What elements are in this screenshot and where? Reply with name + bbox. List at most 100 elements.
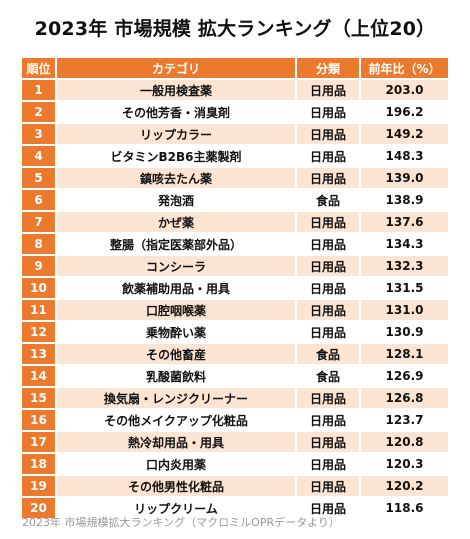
ratio-cell: 128.1 xyxy=(359,344,448,364)
type-cell: 日用品 xyxy=(295,168,359,188)
table-row: 16 その他メイクアップ化粧品 日用品 123.7 xyxy=(22,410,448,430)
type-cell: 日用品 xyxy=(295,300,359,320)
table-row: 5 鎮咳去たん薬 日用品 139.0 xyxy=(22,168,448,188)
table-row: 11 口腔咽喉薬 日用品 131.0 xyxy=(22,300,448,320)
column-header-type: 分類 xyxy=(295,58,359,78)
table-row: 9 コンシーラ 日用品 132.3 xyxy=(22,256,448,276)
ratio-cell: 148.3 xyxy=(359,146,448,166)
column-header-ratio: 前年比（%） xyxy=(359,58,448,78)
category-cell: 飲薬補助用品・用具 xyxy=(55,278,295,298)
rank-cell: 2 xyxy=(22,102,55,122)
type-cell: 日用品 xyxy=(295,212,359,232)
rank-cell: 12 xyxy=(22,322,55,342)
table-row: 1 一般用検査薬 日用品 203.0 xyxy=(22,80,448,100)
table-row: 10 飲薬補助用品・用具 日用品 131.5 xyxy=(22,278,448,298)
category-cell: 口内炎用薬 xyxy=(55,454,295,474)
table-row: 3 リップカラー 日用品 149.2 xyxy=(22,124,448,144)
column-header-category: カテゴリ xyxy=(55,58,295,78)
rank-cell: 19 xyxy=(22,476,55,496)
rank-cell: 3 xyxy=(22,124,55,144)
rank-cell: 6 xyxy=(22,190,55,210)
category-cell: その他芳香・消臭剤 xyxy=(55,102,295,122)
ratio-cell: 137.6 xyxy=(359,212,448,232)
ranking-table: 順位 カテゴリ 分類 前年比（%） 1 一般用検査薬 日用品 203.0 2 その他芳香・… xyxy=(22,56,448,520)
source-caption: 2023年 市場規模拡大ランキング（マクロミルOPRデータより） xyxy=(22,516,340,529)
category-cell: 熱冷却用品・用具 xyxy=(55,432,295,452)
ratio-cell: 120.2 xyxy=(359,476,448,496)
type-cell: 食品 xyxy=(295,344,359,364)
table-row: 4 ビタミンB2B6主薬製剤 日用品 148.3 xyxy=(22,146,448,166)
table-row: 13 その他畜産 食品 128.1 xyxy=(22,344,448,364)
table-row: 14 乳酸菌飲料 食品 126.9 xyxy=(22,366,448,386)
type-cell: 食品 xyxy=(295,366,359,386)
rank-cell: 5 xyxy=(22,168,55,188)
category-cell: 発泡酒 xyxy=(55,190,295,210)
rank-cell: 10 xyxy=(22,278,55,298)
ratio-cell: 196.2 xyxy=(359,102,448,122)
ratio-cell: 138.9 xyxy=(359,190,448,210)
table-row: 12 乗物酔い薬 日用品 130.9 xyxy=(22,322,448,342)
table-row: 15 換気扇・レンジクリーナー 日用品 126.8 xyxy=(22,388,448,408)
type-cell: 日用品 xyxy=(295,124,359,144)
ratio-cell: 126.8 xyxy=(359,388,448,408)
table-header-row: 順位 カテゴリ 分類 前年比（%） xyxy=(22,58,448,78)
category-cell: ビタミンB2B6主薬製剤 xyxy=(55,146,295,166)
ratio-cell: 139.0 xyxy=(359,168,448,188)
category-cell: その他メイクアップ化粧品 xyxy=(55,410,295,430)
ratio-cell: 123.7 xyxy=(359,410,448,430)
table-row: 8 整腸（指定医薬部外品） 日用品 134.3 xyxy=(22,234,448,254)
category-cell: 換気扇・レンジクリーナー xyxy=(55,388,295,408)
type-cell: 日用品 xyxy=(295,146,359,166)
category-cell: 一般用検査薬 xyxy=(55,80,295,100)
rank-cell: 7 xyxy=(22,212,55,232)
category-cell: リップクリーム xyxy=(55,498,295,518)
rank-cell: 17 xyxy=(22,432,55,452)
type-cell: 日用品 xyxy=(295,234,359,254)
type-cell: 日用品 xyxy=(295,256,359,276)
ratio-cell: 134.3 xyxy=(359,234,448,254)
table-row: 20 リップクリーム 日用品 118.6 xyxy=(22,498,448,518)
category-cell: その他畜産 xyxy=(55,344,295,364)
rank-cell: 8 xyxy=(22,234,55,254)
type-cell: 日用品 xyxy=(295,498,359,518)
type-cell: 日用品 xyxy=(295,388,359,408)
rank-cell: 1 xyxy=(22,80,55,100)
ratio-cell: 120.8 xyxy=(359,432,448,452)
ratio-cell: 131.5 xyxy=(359,278,448,298)
type-cell: 日用品 xyxy=(295,454,359,474)
category-cell: リップカラー xyxy=(55,124,295,144)
ratio-cell: 130.9 xyxy=(359,322,448,342)
table-row: 2 その他芳香・消臭剤 日用品 196.2 xyxy=(22,102,448,122)
ratio-cell: 126.9 xyxy=(359,366,448,386)
type-cell: 日用品 xyxy=(295,322,359,342)
category-cell: 乳酸菌飲料 xyxy=(55,366,295,386)
table-row: 6 発泡酒 食品 138.9 xyxy=(22,190,448,210)
category-cell: コンシーラ xyxy=(55,256,295,276)
category-cell: かぜ薬 xyxy=(55,212,295,232)
ratio-cell: 120.3 xyxy=(359,454,448,474)
type-cell: 日用品 xyxy=(295,80,359,100)
ratio-cell: 118.6 xyxy=(359,498,448,518)
category-cell: 鎮咳去たん薬 xyxy=(55,168,295,188)
rank-cell: 13 xyxy=(22,344,55,364)
type-cell: 日用品 xyxy=(295,278,359,298)
category-cell: その他男性化粧品 xyxy=(55,476,295,496)
table-row: 17 熱冷却用品・用具 日用品 120.8 xyxy=(22,432,448,452)
type-cell: 食品 xyxy=(295,190,359,210)
page-title: 2023年 市場規模 拡大ランキング（上位20） xyxy=(34,18,436,40)
rank-cell: 20 xyxy=(22,498,55,518)
rank-cell: 15 xyxy=(22,388,55,408)
rank-cell: 11 xyxy=(22,300,55,320)
rank-cell: 18 xyxy=(22,454,55,474)
column-header-rank: 順位 xyxy=(22,58,55,78)
type-cell: 日用品 xyxy=(295,476,359,496)
table-body: 1 一般用検査薬 日用品 203.0 2 その他芳香・消臭剤 日用品 196.2 3 リップカラー… xyxy=(22,80,448,518)
table-row: 7 かぜ薬 日用品 137.6 xyxy=(22,212,448,232)
rank-cell: 16 xyxy=(22,410,55,430)
type-cell: 日用品 xyxy=(295,432,359,452)
ratio-cell: 131.0 xyxy=(359,300,448,320)
table-row: 19 その他男性化粧品 日用品 120.2 xyxy=(22,476,448,496)
ratio-cell: 203.0 xyxy=(359,80,448,100)
table-row: 18 口内炎用薬 日用品 120.3 xyxy=(22,454,448,474)
category-cell: 口腔咽喉薬 xyxy=(55,300,295,320)
